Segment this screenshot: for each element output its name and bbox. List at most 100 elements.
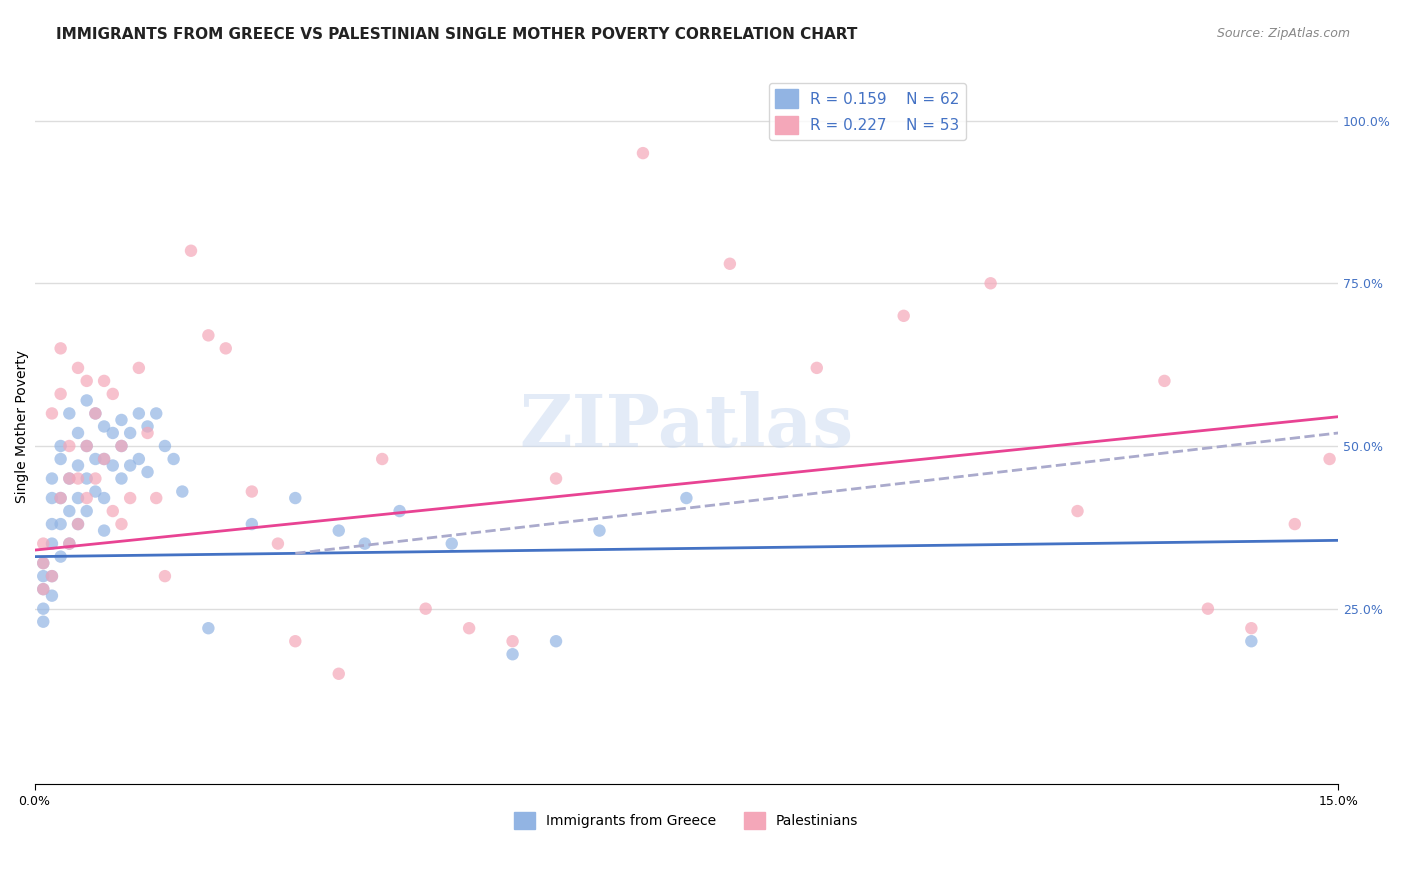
- Point: [458, 621, 481, 635]
- Point: [32, 582, 55, 596]
- Point: [120, 458, 142, 473]
- Point: [110, 413, 132, 427]
- Point: [76, 439, 98, 453]
- Point: [49, 549, 72, 564]
- Point: [197, 328, 219, 343]
- Point: [588, 524, 610, 538]
- Legend: Immigrants from Greece, Palestinians: Immigrants from Greece, Palestinians: [509, 806, 865, 835]
- Point: [49, 517, 72, 532]
- Point: [84, 471, 107, 485]
- Point: [49, 439, 72, 453]
- Point: [32, 601, 55, 615]
- Point: [49, 387, 72, 401]
- Point: [893, 309, 915, 323]
- Point: [41, 471, 63, 485]
- Point: [267, 536, 290, 550]
- Point: [136, 419, 159, 434]
- Point: [110, 471, 132, 485]
- Point: [128, 452, 150, 467]
- Point: [1066, 504, 1088, 518]
- Point: [980, 277, 1002, 291]
- Point: [32, 556, 55, 570]
- Point: [415, 601, 437, 615]
- Point: [120, 491, 142, 505]
- Point: [240, 484, 263, 499]
- Point: [58, 536, 80, 550]
- Point: [128, 407, 150, 421]
- Point: [1284, 517, 1306, 532]
- Point: [631, 146, 654, 161]
- Point: [76, 439, 98, 453]
- Point: [353, 536, 375, 550]
- Point: [544, 471, 567, 485]
- Point: [84, 407, 107, 421]
- Point: [284, 634, 307, 648]
- Point: [66, 471, 89, 485]
- Point: [145, 491, 167, 505]
- Point: [1240, 634, 1263, 648]
- Point: [58, 536, 80, 550]
- Point: [153, 569, 176, 583]
- Point: [328, 524, 350, 538]
- Point: [128, 360, 150, 375]
- Point: [76, 491, 98, 505]
- Point: [32, 569, 55, 583]
- Point: [49, 342, 72, 356]
- Point: [93, 452, 115, 467]
- Point: [84, 452, 107, 467]
- Point: [440, 536, 463, 550]
- Point: [32, 615, 55, 629]
- Point: [544, 634, 567, 648]
- Point: [180, 244, 202, 258]
- Point: [41, 491, 63, 505]
- Point: [66, 458, 89, 473]
- Point: [49, 491, 72, 505]
- Point: [101, 387, 124, 401]
- Point: [76, 471, 98, 485]
- Point: [371, 452, 394, 467]
- Point: [41, 589, 63, 603]
- Point: [58, 504, 80, 518]
- Point: [718, 257, 741, 271]
- Point: [66, 491, 89, 505]
- Point: [153, 439, 176, 453]
- Point: [93, 452, 115, 467]
- Point: [41, 569, 63, 583]
- Point: [66, 517, 89, 532]
- Point: [84, 407, 107, 421]
- Point: [101, 425, 124, 440]
- Point: [41, 569, 63, 583]
- Point: [197, 621, 219, 635]
- Point: [1319, 452, 1341, 467]
- Point: [93, 491, 115, 505]
- Point: [66, 517, 89, 532]
- Point: [110, 517, 132, 532]
- Y-axis label: Single Mother Poverty: Single Mother Poverty: [15, 350, 30, 503]
- Point: [41, 407, 63, 421]
- Point: [388, 504, 411, 518]
- Point: [41, 517, 63, 532]
- Point: [32, 582, 55, 596]
- Point: [328, 666, 350, 681]
- Point: [66, 425, 89, 440]
- Point: [240, 517, 263, 532]
- Point: [1153, 374, 1175, 388]
- Point: [66, 360, 89, 375]
- Point: [58, 407, 80, 421]
- Point: [101, 504, 124, 518]
- Point: [162, 452, 184, 467]
- Point: [76, 374, 98, 388]
- Point: [32, 536, 55, 550]
- Point: [136, 425, 159, 440]
- Point: [215, 342, 238, 356]
- Point: [32, 556, 55, 570]
- Point: [41, 536, 63, 550]
- Point: [502, 647, 524, 661]
- Point: [76, 504, 98, 518]
- Point: [172, 484, 194, 499]
- Point: [76, 393, 98, 408]
- Point: [93, 419, 115, 434]
- Point: [101, 458, 124, 473]
- Point: [110, 439, 132, 453]
- Point: [49, 491, 72, 505]
